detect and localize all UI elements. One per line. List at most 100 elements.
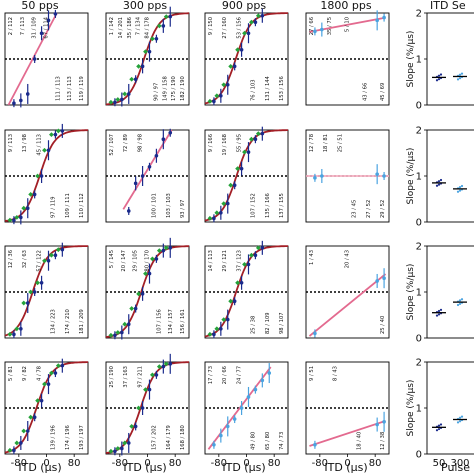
panel-r1c1-trial-label-5: 93 / 97 (180, 200, 186, 218)
panel-r3c0-point-0 (12, 448, 16, 453)
panel-r3c0-point-7 (60, 363, 65, 368)
panel-r3c2-point-1 (219, 433, 223, 438)
panel-r0c1-point-5 (147, 49, 152, 54)
panel-r3c2-trial-label-2: 24 / 77 (236, 366, 242, 384)
panel-r2c3-point-0 (313, 331, 317, 336)
panel-r0c2-diamond-7 (255, 13, 261, 19)
panel-r2c0: 12 / 36 32 / 63 57 / 122 134 / 223 174 / 210… (4, 242, 89, 339)
panel-r0c0-trial-label-0: 2 / 112 (8, 17, 14, 35)
panel-r3c0-trial-label-2: 4 / 78 (36, 366, 42, 381)
panel-r2c2-diamond-5 (242, 262, 247, 267)
slope-panel-r3-dot-0-0 (435, 429, 439, 432)
slope-panel-r0: 0 1 2 Slope (%/µs) (406, 9, 474, 112)
panel-r1c3-point-0 (313, 176, 317, 180)
panel-r0c3-point-1 (320, 27, 324, 32)
panel-r0c0-trial-label-1: 7 / 113 (20, 17, 26, 35)
panel-r2c0-point-1 (19, 327, 23, 331)
panel-r3c3-linear-fit (309, 420, 386, 447)
panel-r3c2-xtick-label-0: -80 (211, 458, 227, 469)
panel-r2c1-trial-label-5: 134 / 157 (168, 309, 174, 334)
panel-r3c1-point-0 (113, 449, 117, 454)
panel-r1c1-trial-label-4: 103 / 103 (166, 193, 172, 218)
panel-r2c1-point-3 (133, 306, 138, 311)
panel-r3c1-diamond-5 (143, 387, 148, 392)
panel-r0c2-sigmoid-fit (204, 12, 288, 105)
panel-r1c0-diamond-1 (14, 215, 20, 220)
panel-r3c3: 9 / 51 8 / 43 18 / 40 12 / 38 -80 0 80 (305, 361, 390, 469)
panel-r0c0-trial-label-2: 31 / 109 (32, 17, 38, 39)
panel-r3c0-diamond-7 (55, 363, 61, 369)
slope-panel-r0-frame (426, 12, 474, 106)
panel-r2c2-trial-label-3: 25 / 38 (251, 316, 257, 334)
slope-panel-r0-dot-0-0 (435, 79, 439, 82)
panel-r2c2: 14 / 113 29 / 121 37 / 123 25 / 38 82 / 109 9… (204, 240, 289, 339)
panel-r1c3-trial-label-0: 12 / 78 (309, 134, 315, 152)
slope-panel-r3-frame (426, 361, 474, 455)
panel-r0c1-point-1 (120, 97, 124, 102)
panel-r0c2-diamond-1 (214, 93, 220, 99)
panel-r1c0-point-5 (46, 148, 51, 153)
slope-panel-r2-dot-1-5 (460, 298, 464, 301)
panel-r3c1-xtick-label-0: -80 (112, 458, 128, 469)
panel-r0c2-trial-label-2: 53 / 156 (236, 17, 242, 39)
panel-r3c2-linear-fit (207, 366, 272, 450)
panel-r0c3-trial-label-4: 45 / 69 (380, 83, 386, 101)
panel-r2c1-diamond-8 (163, 245, 169, 251)
panel-r0c2-point-0 (212, 99, 216, 104)
panel-r2c2-point-5 (246, 262, 251, 267)
slope-panel-r0-dot-1-4 (458, 73, 462, 76)
slope-panel-r1-ytick-label-0: 0 (416, 218, 422, 229)
column-title-1800pps: 1800 pps (320, 0, 371, 12)
panel-r0c2-point-5 (246, 31, 251, 36)
panel-r0c2-point-2 (225, 82, 230, 87)
panel-r2c1-diamond-3 (129, 306, 135, 311)
panel-r1c2-point-6 (253, 137, 258, 141)
panel-r3c2-trial-label-1: 20 / 66 (222, 366, 228, 384)
panel-r1c3-point-2 (375, 172, 379, 176)
panel-r1c1-point-2 (140, 174, 145, 178)
panel-r1c1-point-4 (154, 153, 159, 158)
panel-r3c1-trial-label-4: 164 / 179 (166, 425, 172, 450)
slope-panel-r3-dot-0-1 (437, 427, 441, 431)
slope-panel-r2-dot-0-5 (439, 308, 443, 311)
panel-r2c3-point-1 (375, 279, 379, 283)
panel-r2c1-diamond-5 (143, 271, 148, 276)
slope-panel-r0-dot-0-4 (437, 74, 441, 77)
panel-r3c0-point-5 (46, 382, 51, 386)
slope-panel-r2-dot-1-4 (458, 299, 462, 302)
panel-r2c1-trial-label-4: 107 / 156 (156, 309, 162, 334)
panel-r1c2-point-3 (232, 183, 237, 187)
panel-r1c0-diamond-5 (42, 147, 47, 153)
panel-r0c2-point-4 (239, 48, 244, 52)
slope-panel-r2-ytick-label-1: 1 (416, 288, 422, 299)
panel-r3c1-point-4 (140, 406, 145, 410)
panel-r3c1-point-7 (161, 364, 166, 369)
column-title-300pps: 300 pps (123, 0, 167, 12)
panel-r2c0-point-6 (53, 253, 58, 257)
panel-r3c0-xtick-label-2: 80 (68, 458, 81, 469)
panel-r2c1: 5 / 145 20 / 147 29 / 105 80 / 170 107 / 156… (105, 237, 190, 340)
panel-r2c0-diamond-0 (7, 331, 13, 337)
panel-r2c3-point-2 (382, 276, 386, 281)
panel-r3c2-point-8 (267, 371, 272, 375)
panel-r0c2-trial-label-4: 131 / 144 (265, 75, 271, 101)
panel-r0c2-diamond-2 (221, 82, 227, 88)
slope-panel-r2-ytick-label-0: 0 (416, 334, 422, 345)
panel-r3c0-xtick-label-1: 0 (43, 458, 49, 469)
panel-r3c1-diamond-4 (136, 405, 141, 411)
panel-r0c2-trial-label-3: 76 / 103 (251, 79, 257, 101)
panel-r3c1-diamond-3 (129, 424, 135, 429)
slope-panel-r3-xtick-label-0: 50 (433, 458, 446, 469)
panel-r3c1-diamond-1 (115, 446, 121, 451)
panel-r1c2-point-4 (239, 166, 244, 171)
slope-panel-r2: 0 1 2 Slope (%/µs) (406, 242, 474, 345)
panel-r2c3: 1 / 43 20 / 43 25 / 40 (305, 245, 390, 339)
panel-r3c0-trial-label-0: 5 / 81 (8, 366, 14, 381)
panel-r2c0-diamond-4 (35, 280, 40, 286)
panel-r2c1-point-1 (120, 330, 124, 335)
panel-r0c0-trial-label-4: 111 / 113 (55, 76, 61, 101)
panel-r0c2-trial-label-5: 153 / 156 (279, 76, 285, 101)
slope-panel-r1: 0 1 2 Slope (%/µs) (406, 126, 474, 229)
slope-panel-r3-dot-0-4 (437, 424, 441, 427)
panel-r0c1-trial-label-4: 84 / 178 (145, 17, 151, 39)
